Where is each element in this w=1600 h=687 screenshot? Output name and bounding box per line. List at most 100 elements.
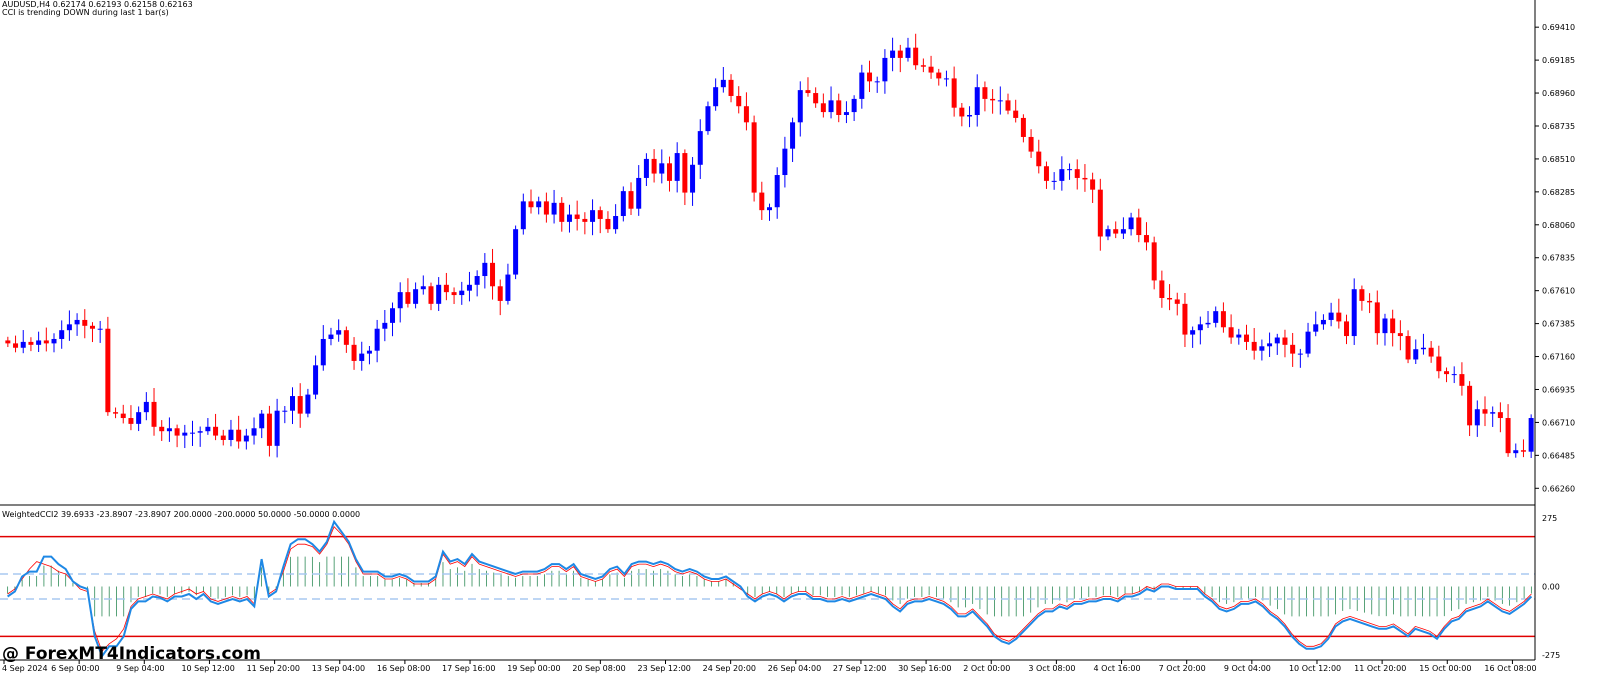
candle-body: [705, 106, 711, 132]
candle-body: [967, 115, 973, 117]
candle-body: [28, 341, 34, 345]
candle-body: [174, 428, 180, 436]
candle-body: [774, 175, 780, 208]
time-tick-label: 23 Sep 12:00: [637, 664, 690, 673]
candle-body: [1213, 311, 1219, 323]
candle-body: [1374, 302, 1380, 334]
candle-body: [836, 100, 842, 116]
candle-body: [959, 107, 965, 117]
candle-body: [59, 330, 65, 339]
time-tick-label: 13 Sep 04:00: [312, 664, 365, 673]
candle-body: [1120, 229, 1126, 234]
candle-body: [1097, 189, 1103, 237]
time-tick-label: 30 Sep 16:00: [898, 664, 951, 673]
time-tick-label: 2 Oct 00:00: [963, 664, 1010, 673]
candle-body: [451, 292, 457, 296]
price-tick-label: 0.66485: [1542, 451, 1575, 460]
candle-body: [36, 340, 42, 345]
candle-body: [1043, 166, 1049, 181]
candle-body: [405, 292, 411, 304]
candle-body: [1274, 337, 1280, 344]
candle-body: [82, 319, 88, 326]
candle-body: [1197, 324, 1203, 331]
candle-body: [1528, 418, 1534, 452]
candle-body: [13, 343, 19, 348]
candle-body: [213, 426, 219, 436]
candle-body: [1020, 117, 1026, 137]
candle-body: [1143, 235, 1149, 243]
candle-body: [613, 216, 619, 230]
candle-body: [205, 426, 211, 432]
candle-body: [720, 79, 726, 88]
candle-body: [666, 163, 672, 181]
candle-body: [1313, 324, 1319, 332]
price-tick-label: 0.67160: [1542, 353, 1575, 362]
candle-body: [643, 158, 649, 178]
candle-body: [1151, 242, 1157, 281]
candle-body: [1405, 336, 1411, 360]
candle-body: [767, 207, 772, 211]
candle-body: [105, 328, 111, 413]
candle-body: [20, 341, 26, 348]
candle-body: [759, 192, 765, 211]
candle-body: [682, 153, 688, 193]
candle-body: [1336, 312, 1342, 322]
candle-body: [1320, 319, 1326, 325]
time-tick-label: 17 Sep 16:00: [442, 664, 495, 673]
candle-body: [1005, 100, 1011, 111]
candle-body: [1444, 371, 1450, 375]
price-tick-label: 0.66710: [1542, 418, 1575, 427]
candle-body: [97, 328, 103, 330]
candle-body: [1390, 318, 1396, 334]
price-panel: [5, 33, 1534, 458]
time-tick-label: 9 Oct 04:00: [1224, 664, 1271, 673]
price-tick-label: 0.66935: [1542, 385, 1575, 394]
candle-body: [943, 78, 949, 80]
candle-body: [1036, 151, 1042, 167]
price-tick-label: 0.69185: [1542, 56, 1575, 65]
candle-body: [1236, 334, 1242, 338]
candle-body: [736, 95, 742, 107]
time-tick-label: 19 Sep 00:00: [507, 664, 560, 673]
candle-body: [320, 338, 326, 366]
candle-body: [343, 330, 349, 345]
candle-body: [597, 210, 603, 219]
candle-body: [436, 284, 442, 304]
candle-body: [636, 177, 642, 209]
candle-body: [851, 98, 857, 113]
candle-body: [513, 229, 519, 275]
candle-body: [390, 308, 396, 323]
candle-body: [920, 65, 926, 67]
cci-main-line: [7, 519, 1533, 659]
time-tick-label: 4 Sep 2024: [2, 664, 48, 673]
candle-body: [1190, 330, 1196, 335]
candle-body: [497, 286, 503, 301]
candle-body: [1428, 347, 1434, 357]
candle-body: [1367, 300, 1373, 303]
candle-body: [1344, 321, 1350, 337]
candle-body: [336, 330, 342, 335]
candle-body: [1436, 356, 1442, 372]
candle-body: [782, 148, 788, 176]
candle-body: [443, 284, 449, 293]
candle-body: [413, 289, 419, 304]
candle-body: [290, 396, 296, 411]
candle-body: [474, 276, 480, 285]
candle-body: [805, 90, 811, 94]
candle-body: [790, 122, 796, 149]
candle-body: [189, 432, 195, 434]
price-tick-label: 0.68510: [1542, 155, 1575, 164]
candle-body: [1282, 337, 1288, 345]
candle-body: [1297, 353, 1303, 355]
candle-body: [559, 202, 565, 222]
time-tick-label: 3 Oct 08:00: [1028, 664, 1075, 673]
candle-body: [905, 47, 911, 58]
candle-body: [1220, 311, 1226, 328]
candle-body: [543, 201, 549, 215]
candle-body: [1290, 344, 1296, 354]
price-tick-label: 0.68060: [1542, 221, 1575, 230]
candle-body: [628, 191, 634, 209]
candle-body: [1082, 177, 1088, 180]
candle-body: [590, 210, 596, 222]
